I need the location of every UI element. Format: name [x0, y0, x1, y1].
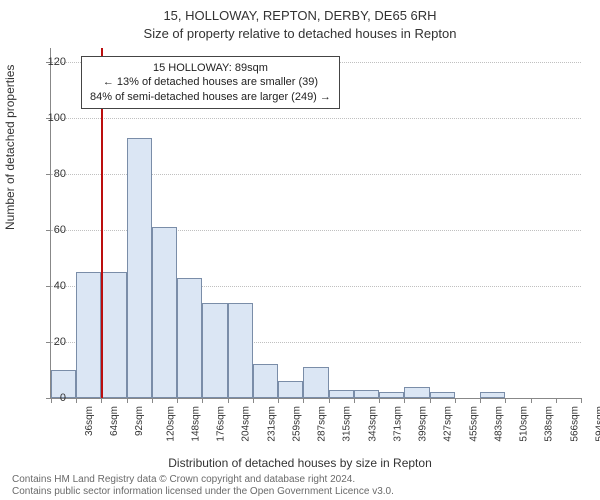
x-tick-mark: [556, 398, 557, 403]
x-tick-label: 36sqm: [84, 406, 95, 436]
title-line-2: Size of property relative to detached ho…: [0, 26, 600, 41]
histogram-bar: [354, 390, 379, 398]
x-tick-label: 120sqm: [165, 406, 176, 442]
x-tick-label: 315sqm: [342, 406, 353, 442]
y-tick-label: 0: [36, 392, 66, 404]
x-tick-label: 594sqm: [594, 406, 600, 442]
y-tick-label: 40: [36, 280, 66, 292]
x-tick-mark: [303, 398, 304, 403]
y-tick-label: 80: [36, 168, 66, 180]
chart-container: 15, HOLLOWAY, REPTON, DERBY, DE65 6RH Si…: [0, 0, 600, 500]
x-tick-mark: [531, 398, 532, 403]
histogram-bar: [127, 138, 152, 398]
x-tick-label: 287sqm: [317, 406, 328, 442]
title-line-1: 15, HOLLOWAY, REPTON, DERBY, DE65 6RH: [0, 8, 600, 23]
histogram-bar: [303, 367, 328, 398]
x-tick-label: 148sqm: [191, 406, 202, 442]
histogram-bar: [329, 390, 354, 398]
x-tick-mark: [228, 398, 229, 403]
callout-box: 15 HOLLOWAY: 89sqm ← 13% of detached hou…: [81, 56, 340, 109]
x-tick-mark: [278, 398, 279, 403]
callout-line-3: 84% of semi-detached houses are larger (…: [90, 90, 331, 104]
x-tick-label: 427sqm: [443, 406, 454, 442]
footer-attribution: Contains HM Land Registry data © Crown c…: [12, 474, 394, 497]
footer-line-2: Contains public sector information licen…: [12, 486, 394, 498]
x-tick-label: 566sqm: [569, 406, 580, 442]
x-tick-label: 483sqm: [493, 406, 504, 442]
x-tick-mark: [177, 398, 178, 403]
x-tick-label: 204sqm: [241, 406, 252, 442]
gridline: [51, 118, 581, 119]
x-tick-mark: [404, 398, 405, 403]
x-tick-label: 371sqm: [392, 406, 403, 442]
x-tick-label: 259sqm: [291, 406, 302, 442]
x-tick-mark: [379, 398, 380, 403]
y-axis-label: Number of detached properties: [3, 65, 17, 230]
x-tick-label: 176sqm: [216, 406, 227, 442]
histogram-bar: [480, 392, 505, 398]
x-tick-mark: [127, 398, 128, 403]
x-tick-mark: [329, 398, 330, 403]
x-tick-label: 538sqm: [544, 406, 555, 442]
histogram-bar: [76, 272, 101, 398]
x-tick-label: 455sqm: [468, 406, 479, 442]
histogram-bar: [379, 392, 404, 398]
x-tick-mark: [76, 398, 77, 403]
footer-line-1: Contains HM Land Registry data © Crown c…: [12, 474, 394, 486]
x-tick-label: 92sqm: [134, 406, 145, 436]
x-tick-label: 231sqm: [266, 406, 277, 442]
x-tick-mark: [152, 398, 153, 403]
x-axis-label: Distribution of detached houses by size …: [0, 456, 600, 470]
x-tick-mark: [455, 398, 456, 403]
x-tick-mark: [430, 398, 431, 403]
x-tick-mark: [253, 398, 254, 403]
x-tick-mark: [581, 398, 582, 403]
y-tick-label: 20: [36, 336, 66, 348]
y-tick-label: 100: [36, 112, 66, 124]
histogram-bar: [228, 303, 253, 398]
callout-line-2: ← 13% of detached houses are smaller (39…: [90, 75, 331, 89]
histogram-bar: [404, 387, 429, 398]
y-tick-label: 120: [36, 56, 66, 68]
x-tick-label: 343sqm: [367, 406, 378, 442]
y-tick-label: 60: [36, 224, 66, 236]
histogram-bar: [253, 364, 278, 398]
x-tick-mark: [505, 398, 506, 403]
x-tick-label: 399sqm: [418, 406, 429, 442]
histogram-bar: [278, 381, 303, 398]
plot-area: 15 HOLLOWAY: 89sqm ← 13% of detached hou…: [50, 48, 581, 399]
x-tick-label: 64sqm: [109, 406, 120, 436]
x-tick-label: 510sqm: [519, 406, 530, 442]
x-tick-mark: [101, 398, 102, 403]
x-tick-mark: [480, 398, 481, 403]
histogram-bar: [101, 272, 126, 398]
histogram-bar: [430, 392, 455, 398]
x-tick-mark: [354, 398, 355, 403]
histogram-bar: [177, 278, 202, 398]
x-tick-mark: [202, 398, 203, 403]
histogram-bar: [152, 227, 177, 398]
histogram-bar: [202, 303, 227, 398]
callout-line-1: 15 HOLLOWAY: 89sqm: [90, 61, 331, 75]
